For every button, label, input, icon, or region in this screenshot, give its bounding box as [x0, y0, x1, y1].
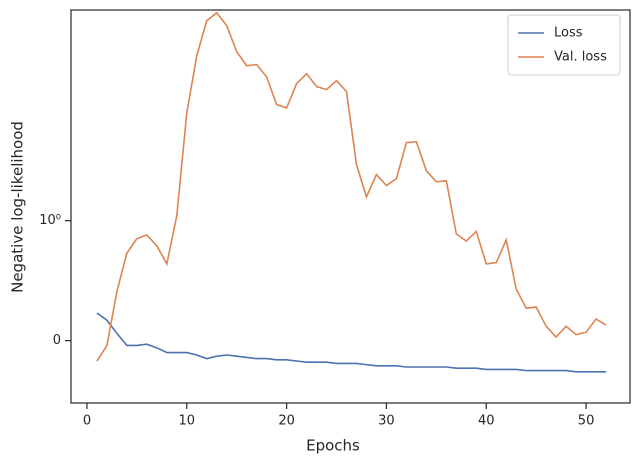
x-tick-label: 40 — [478, 414, 495, 429]
x-tick-label: 50 — [578, 414, 595, 429]
legend-box — [507, 14, 621, 76]
y-axis-label: Negative log-likelihood — [9, 121, 27, 293]
line-series — [96, 312, 607, 373]
x-tick-label: 10 — [179, 414, 196, 429]
legend: Loss Val. loss — [507, 14, 621, 76]
line-series — [96, 11, 607, 362]
legend-label: Loss — [554, 26, 583, 41]
x-axis-label: Epochs — [306, 437, 360, 455]
x-tick-label: 0 — [83, 414, 91, 429]
y-tick-label: 0 — [53, 333, 61, 348]
y-tick-label: 10⁰ — [39, 213, 61, 228]
legend-label: Val. loss — [554, 50, 607, 65]
x-tick-label: 20 — [278, 414, 295, 429]
plot-frame — [70, 9, 631, 404]
x-tick-label: 30 — [378, 414, 395, 429]
